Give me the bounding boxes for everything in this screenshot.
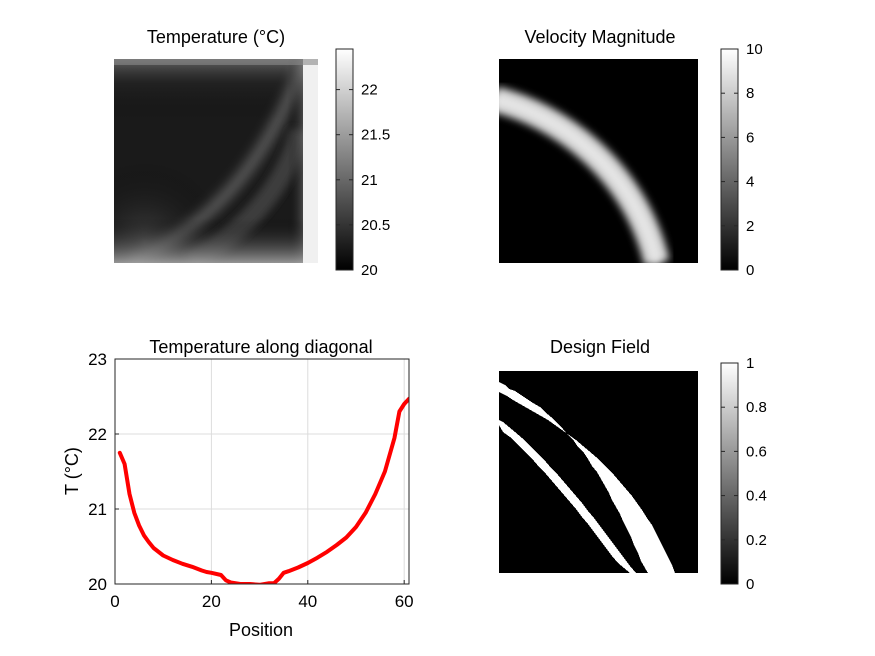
velocity-colorbar-tick-label: 10 xyxy=(746,41,763,58)
y-tick-label: 20 xyxy=(88,575,107,594)
temperature-title: Temperature (°C) xyxy=(147,27,285,47)
velocity-colorbar-tick-label: 6 xyxy=(746,129,754,146)
temperature-panel: Temperature (°C) 20 20.5 21 21.5 22 xyxy=(114,27,390,279)
temperature-colorbar-tick-label: 21 xyxy=(361,172,378,189)
velocity-colorbar-tick-label: 8 xyxy=(746,85,754,102)
velocity-panel: Velocity Magnitude 0 2 4 6 8 10 xyxy=(499,27,763,279)
design-title: Design Field xyxy=(550,337,650,357)
temperature-heatmap xyxy=(114,59,318,263)
design-colorbar-tick-label: 0.6 xyxy=(746,443,767,460)
y-tick-label: 21 xyxy=(88,500,107,519)
plot-area xyxy=(115,359,409,584)
x-tick-label: 40 xyxy=(298,592,317,611)
y-axis-label: T (°C) xyxy=(62,447,82,495)
temperature-colorbar-tick-label: 20.5 xyxy=(361,217,390,234)
design-colorbar-ticks: 0 0.2 0.4 0.6 0.8 1 xyxy=(721,355,767,593)
series-line xyxy=(117,396,409,584)
temperature-colorbar xyxy=(335,48,354,271)
design-colorbar-tick-label: 0.4 xyxy=(746,488,767,505)
temperature-colorbar-tick-label: 20 xyxy=(361,262,378,279)
design-colorbar-tick-label: 1 xyxy=(746,355,754,372)
x-axis-label: Position xyxy=(229,620,293,640)
temperature-colorbar-tick-label: 21.5 xyxy=(361,127,390,144)
x-tick-label: 0 xyxy=(110,592,119,611)
velocity-colorbar-tick-label: 4 xyxy=(746,174,754,191)
temperature-colorbar-ticks: 20 20.5 21 21.5 22 xyxy=(336,82,390,279)
y-tick-label: 23 xyxy=(88,350,107,369)
design-colorbar-tick-label: 0.2 xyxy=(746,532,767,549)
design-heatmap xyxy=(499,371,698,573)
design-panel: Design Field 0 0.2 0.4 0.6 0.8 1 xyxy=(499,337,767,593)
design-colorbar-tick-label: 0 xyxy=(746,576,754,593)
diagonal-panel: Temperature along diagonal 0 20 40 60202122… xyxy=(62,337,414,640)
temperature-colorbar-tick-label: 22 xyxy=(361,82,378,99)
velocity-colorbar-tick-label: 2 xyxy=(746,218,754,235)
velocity-colorbar-tick-label: 0 xyxy=(746,262,754,279)
design-colorbar-tick-label: 0.8 xyxy=(746,399,767,416)
y-tick-label: 22 xyxy=(88,425,107,444)
x-tick-label: 20 xyxy=(202,592,221,611)
x-tick-label: 60 xyxy=(395,592,414,611)
velocity-heatmap xyxy=(499,59,698,263)
velocity-title: Velocity Magnitude xyxy=(524,27,675,47)
velocity-colorbar-ticks: 0 2 4 6 8 10 xyxy=(721,41,763,279)
velocity-colorbar xyxy=(720,48,739,271)
axes-box xyxy=(114,358,410,585)
design-colorbar xyxy=(720,362,739,585)
diagonal-title: Temperature along diagonal xyxy=(149,337,372,357)
